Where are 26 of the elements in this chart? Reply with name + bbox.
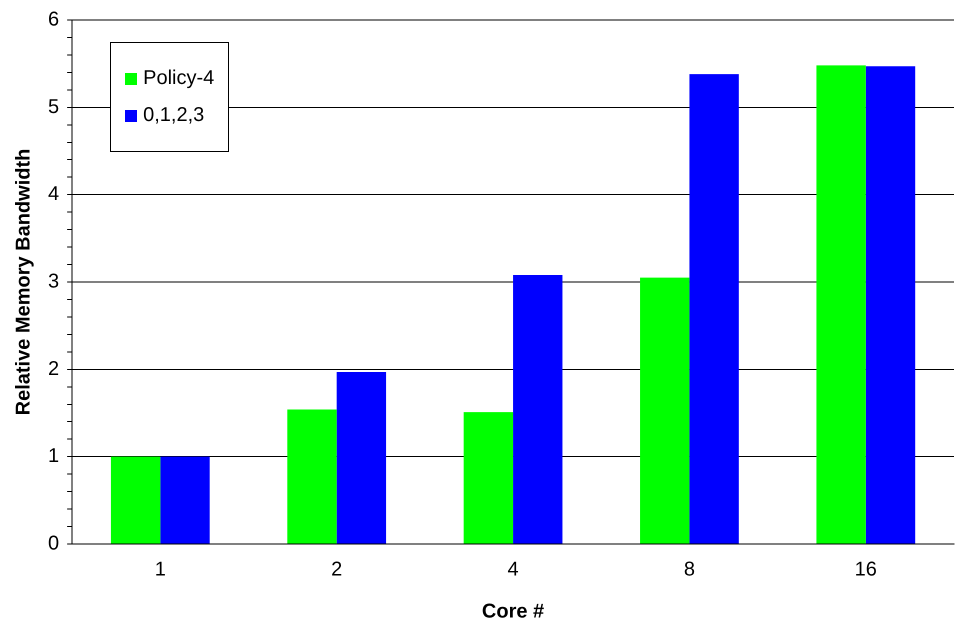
x-tick-label: 16	[854, 558, 877, 581]
x-axis-title: Core #	[482, 600, 544, 623]
x-tick-label: 1	[154, 558, 166, 581]
y-tick-label: 4	[48, 183, 60, 206]
y-axis-title: Relative Memory Bandwidth	[12, 148, 35, 416]
legend-label: 0,1,2,3	[143, 104, 204, 127]
y-tick-label: 2	[48, 358, 60, 380]
bar	[866, 66, 916, 544]
bar	[816, 65, 866, 544]
bar	[336, 372, 386, 544]
bar	[287, 410, 337, 544]
bar	[513, 275, 562, 544]
bar	[689, 74, 739, 544]
x-tick-label: 8	[684, 558, 695, 581]
y-tick-label: 6	[48, 8, 60, 31]
bar	[110, 456, 160, 544]
bar	[160, 456, 210, 544]
y-tick-label: 1	[48, 445, 60, 468]
bar	[640, 278, 690, 544]
y-tick-label: 0	[48, 532, 60, 555]
x-tick-label: 2	[331, 558, 342, 581]
x-tick-label: 4	[508, 558, 519, 581]
legend-label: Policy-4	[143, 67, 214, 90]
y-tick-label: 5	[48, 96, 60, 118]
bar	[464, 412, 514, 544]
y-tick-label: 3	[48, 270, 60, 293]
